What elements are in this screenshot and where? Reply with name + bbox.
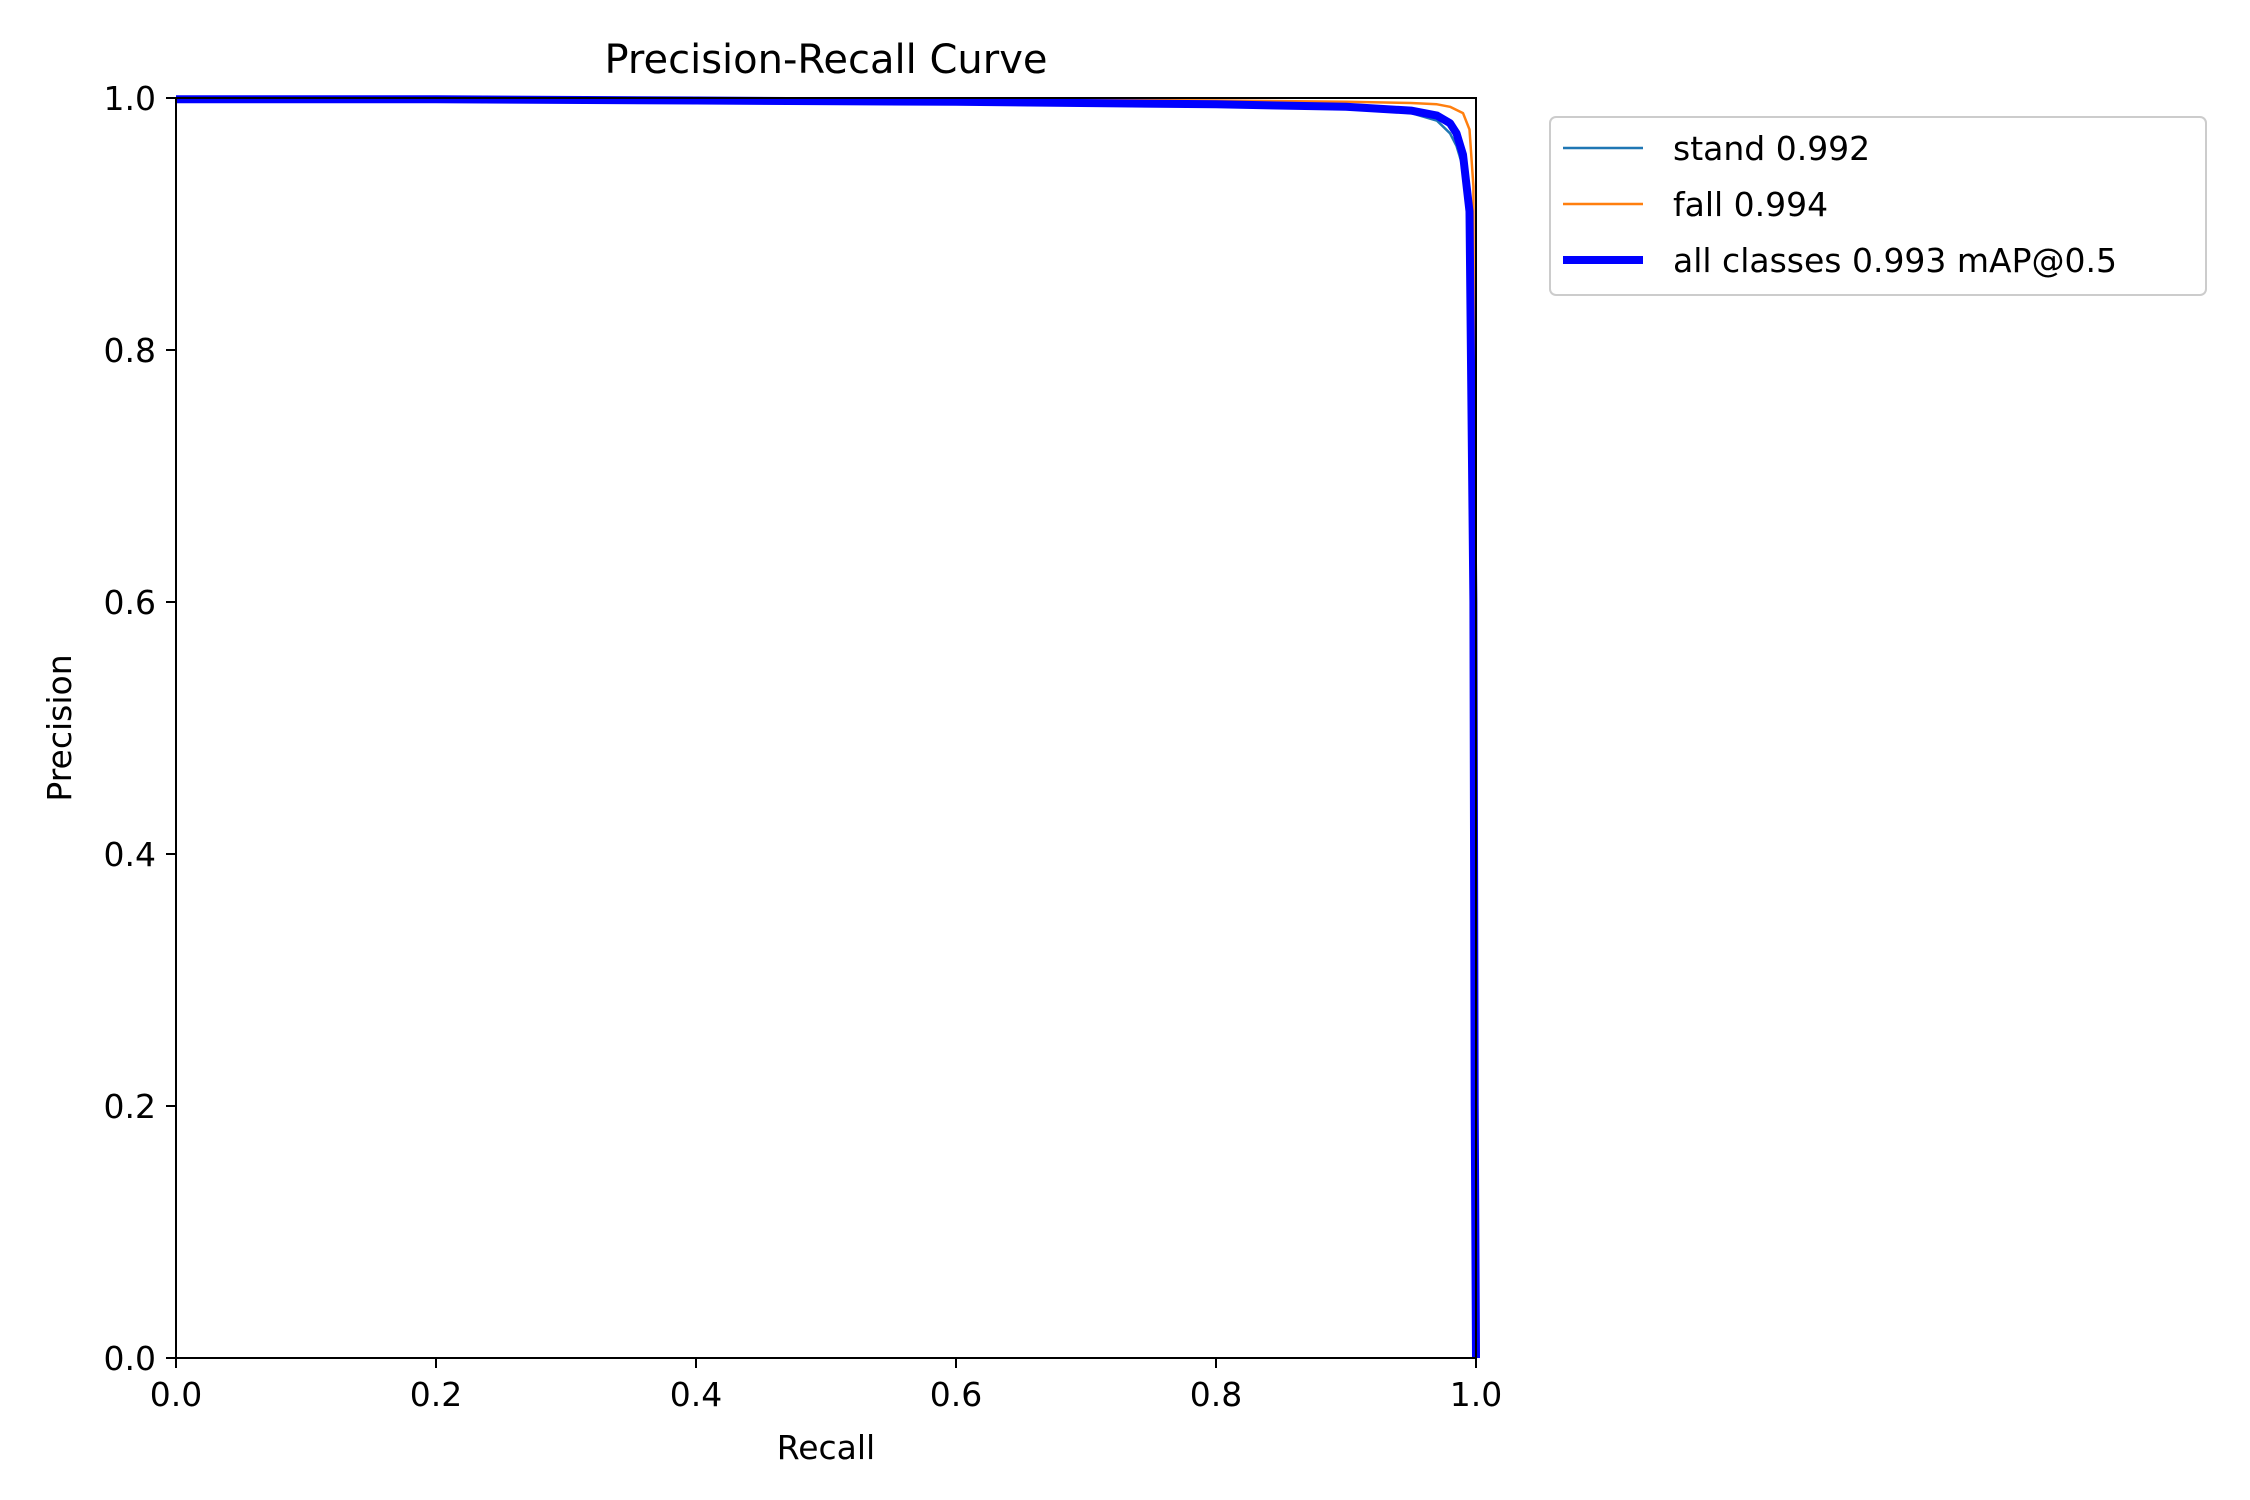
legend-label-all-classes-0-993-map-0-5: all classes 0.993 mAP@0.5 <box>1673 241 2117 280</box>
y-tick-label: 1.0 <box>104 79 156 118</box>
legend-label-fall-0-994: fall 0.994 <box>1673 185 1828 224</box>
x-tick-label: 0.6 <box>930 1375 982 1414</box>
series-layer <box>175 95 1480 1359</box>
y-tick-label: 0.8 <box>104 331 156 370</box>
legend-label-stand-0-992: stand 0.992 <box>1673 129 1870 168</box>
x-tick-label: 0.0 <box>150 1375 202 1414</box>
y-tick-label: 0.4 <box>104 835 156 874</box>
x-tick-label: 1.0 <box>1450 1375 1502 1414</box>
legend-frame <box>1549 116 2207 296</box>
x-axis-ticks: 0.0 0.2 0.4 0.6 0.8 1.0 <box>150 1358 1502 1414</box>
x-tick-label: 0.8 <box>1190 1375 1242 1414</box>
plot-frame <box>175 97 1477 1359</box>
x-tick-label: 0.4 <box>670 1375 722 1414</box>
x-tick-label: 0.2 <box>410 1375 462 1414</box>
y-axis-ticks: 0.0 0.2 0.4 0.6 0.8 1.0 <box>104 79 176 1378</box>
legend-items: stand 0.992 fall 0.994 all classes 0.993 m… <box>1563 129 2117 280</box>
chart-title: Precision-Recall Curve <box>605 37 1048 83</box>
y-axis-label: Precision <box>40 654 79 801</box>
y-tick-label: 0.0 <box>104 1339 156 1378</box>
y-tick-label: 0.6 <box>104 583 156 622</box>
series-line-all-classes-0-993-map-0-5 <box>176 95 1480 1359</box>
legend: stand 0.992 fall 0.994 all classes 0.993 m… <box>1549 116 2207 296</box>
x-axis-label: Recall <box>777 1428 875 1467</box>
y-tick-label: 0.2 <box>104 1087 156 1126</box>
